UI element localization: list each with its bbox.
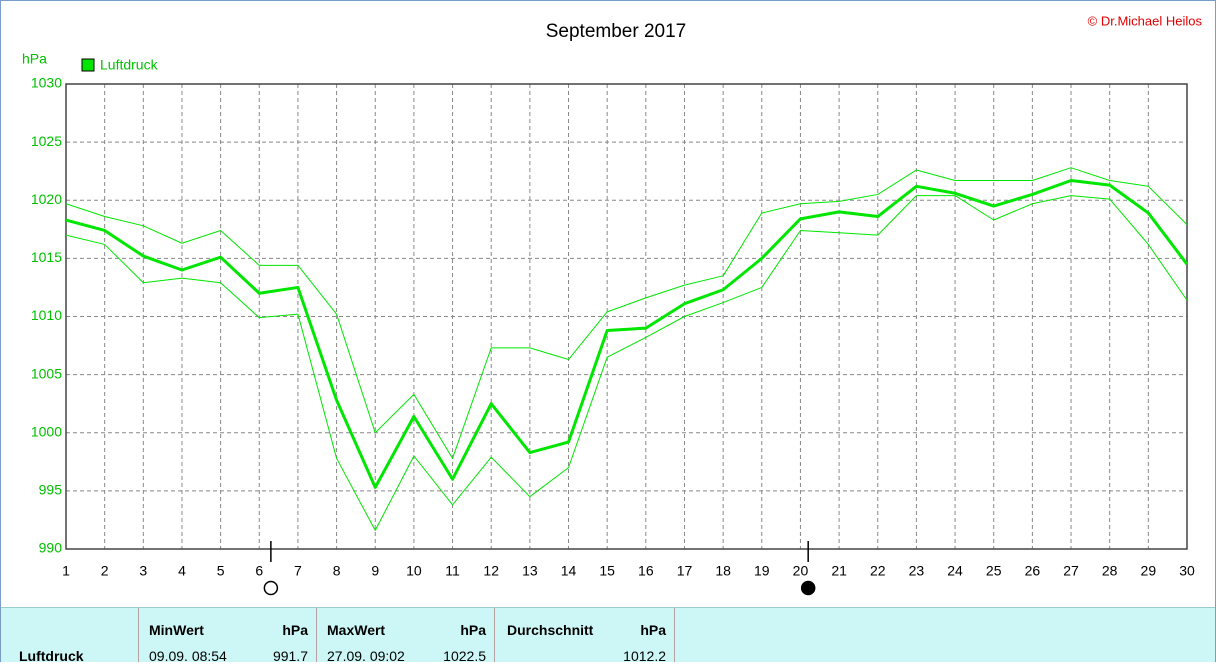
y-tick-label: 1025 [31, 133, 62, 149]
x-tick-label: 2 [101, 563, 109, 579]
x-tick-label: 4 [178, 563, 186, 579]
col-time: 09.09. 08:54 [149, 648, 227, 664]
y-tick-label: 990 [39, 540, 63, 556]
x-tick-label: 5 [217, 563, 225, 579]
x-tick-label: 14 [561, 563, 577, 579]
x-tick-label: 10 [406, 563, 422, 579]
chart-title: September 2017 [546, 21, 687, 42]
moon-phase [263, 580, 279, 596]
col-name: Durchschnitt [507, 622, 594, 638]
plot-frame [65, 83, 1188, 550]
x-tick-label: 3 [139, 563, 147, 579]
legend-label: Luftdruck [100, 57, 159, 73]
x-tick-label: 6 [255, 563, 263, 579]
y-tick-label: 1020 [31, 191, 62, 207]
y-tick-label: 1030 [31, 75, 62, 91]
col-value: 991.7 [272, 648, 308, 664]
row-label-col: Luftdruck [1, 608, 139, 664]
x-tick-label: 17 [677, 563, 693, 579]
x-tick-label: 13 [522, 563, 538, 579]
y-tick-label: 995 [39, 482, 63, 498]
avg-col: Durchschnitt hPa 1012.2 [495, 608, 675, 664]
chart: September 2017 © Dr.Michael Heilos hPa 9… [22, 13, 1203, 596]
x-tick-label: 24 [947, 563, 963, 579]
max-col: MaxWert hPa 27.09. 09:02 1022.5 [317, 608, 495, 664]
legend-swatch [81, 58, 95, 72]
series-line [65, 167, 1188, 459]
y-tick-label: 1010 [31, 307, 62, 323]
series-line [65, 178, 1189, 489]
x-tick-label: 12 [483, 563, 499, 579]
y-tick-label: 1000 [31, 423, 62, 439]
x-tick-label: 23 [909, 563, 925, 579]
col-name: MaxWert [327, 622, 386, 638]
x-tick-label: 26 [1025, 563, 1041, 579]
col-unit: hPa [640, 622, 666, 638]
x-tick-label: 25 [986, 563, 1002, 579]
x-tick-label: 20 [793, 563, 809, 579]
x-tick-label: 30 [1179, 563, 1195, 579]
col-value: 1012.2 [623, 648, 666, 664]
col-value: 1022.5 [443, 648, 486, 664]
series-line [65, 195, 1188, 531]
x-tick-label: 27 [1063, 563, 1079, 579]
x-tick-label: 22 [870, 563, 886, 579]
y-axis-label: hPa [22, 51, 47, 67]
min-col: MinWert hPa 09.09. 08:54 991.7 [139, 608, 317, 664]
x-tick-label: 19 [754, 563, 770, 579]
x-tick-label: 7 [294, 563, 302, 579]
x-tick-label: 21 [831, 563, 847, 579]
col-unit: hPa [460, 622, 486, 638]
moon-phase [800, 580, 816, 596]
y-tick-label: 1005 [31, 365, 62, 381]
x-tick-label: 28 [1102, 563, 1118, 579]
x-tick-label: 15 [599, 563, 615, 579]
col-unit: hPa [282, 622, 308, 638]
x-tick-label: 18 [715, 563, 731, 579]
col-time: 27.09. 09:02 [327, 648, 405, 664]
copyright: © Dr.Michael Heilos [1088, 13, 1203, 28]
x-tick-label: 16 [638, 563, 654, 579]
x-tick-label: 8 [333, 563, 341, 579]
x-tick-label: 9 [371, 563, 379, 579]
y-tick-label: 1015 [31, 249, 62, 265]
stats-table: Luftdruck MinWert hPa 09.09. 08:54 991.7… [1, 607, 1215, 664]
row-label: Luftdruck [19, 648, 84, 664]
x-tick-label: 11 [445, 563, 460, 579]
x-tick-label: 1 [62, 563, 70, 579]
col-name: MinWert [149, 622, 204, 638]
x-tick-label: 29 [1141, 563, 1157, 579]
